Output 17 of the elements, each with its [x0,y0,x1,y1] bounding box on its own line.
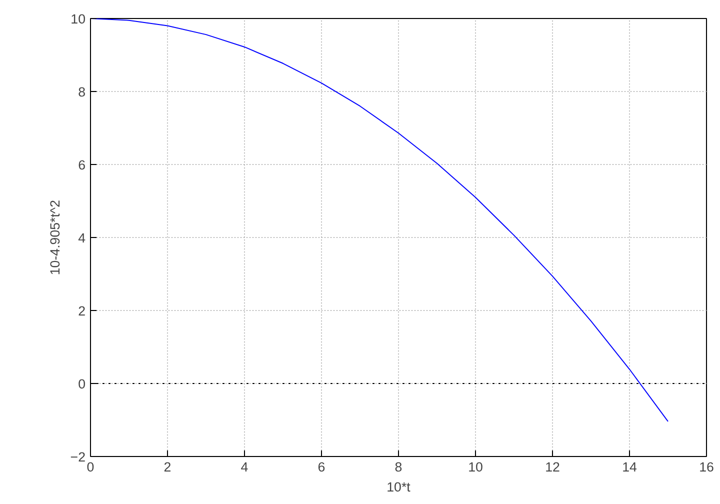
x-tick-label: 6 [318,460,326,474]
x-axis-title: 10*t [386,480,411,494]
y-tick-label: 4 [78,230,86,246]
x-tick-label: 4 [240,460,249,474]
y-tick-label: 2 [78,304,86,318]
y-tick-label: 0 [78,376,86,392]
y-tick-label: 10 [70,12,86,26]
y-tick-label: 6 [78,158,86,172]
x-tick-label: 16 [699,460,714,474]
x-tick-label: 10 [468,460,483,474]
y-axis-title: 10-4.905*t^2 [47,200,62,276]
x-tick-label: 2 [164,460,172,474]
x-tick-label: 14 [622,460,638,474]
y-tick-label: −2 [70,450,86,464]
x-tick-label: 12 [545,460,560,474]
y-tick-label: 8 [78,84,86,100]
x-tick-label: 8 [394,460,402,474]
